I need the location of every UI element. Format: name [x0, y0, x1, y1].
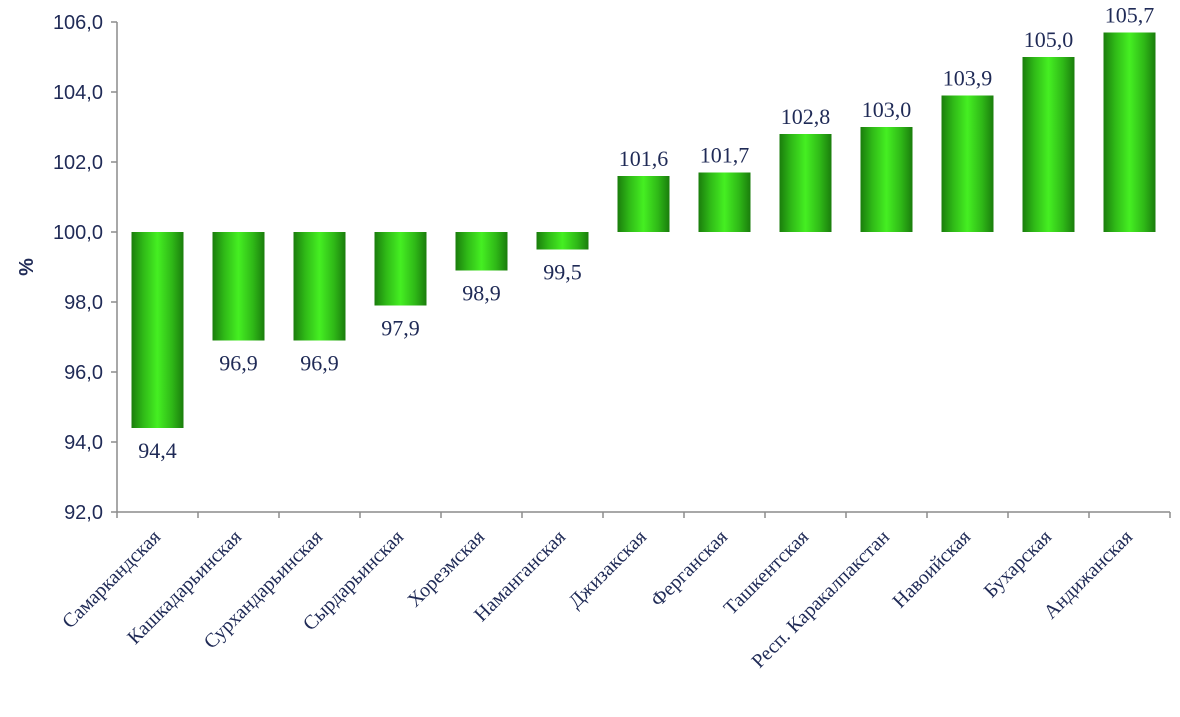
y-tick-label: 98,0	[64, 292, 103, 314]
category-labels: СамаркандскаяКашкадарьинскаяСурхандарьин…	[58, 526, 1137, 673]
category-label: Ферганская	[647, 526, 732, 611]
bar	[1103, 32, 1156, 232]
bar	[212, 232, 265, 341]
y-tick-label: 96,0	[64, 362, 103, 384]
category-label: Навоийская	[888, 526, 975, 613]
data-label: 101,6	[619, 146, 669, 171]
y-tick-label: 94,0	[64, 432, 103, 454]
category-label: Респ. Каракалпакстан	[747, 526, 894, 673]
bar	[374, 232, 427, 306]
data-label: 102,8	[781, 104, 831, 129]
data-label: 94,4	[138, 438, 177, 463]
y-tick-label: 102,0	[53, 152, 103, 174]
bar	[455, 232, 508, 271]
bar	[131, 232, 184, 428]
data-label: 101,7	[700, 143, 750, 168]
data-label: 105,0	[1024, 27, 1074, 52]
bar	[536, 232, 589, 250]
bars	[131, 32, 1156, 428]
bar	[1022, 57, 1075, 232]
category-label: Хорезмская	[404, 526, 490, 612]
data-label: 97,9	[381, 316, 420, 341]
data-label: 105,7	[1105, 3, 1155, 28]
data-label: 96,9	[219, 351, 258, 376]
data-label: 99,5	[543, 260, 582, 285]
y-axis: 92,0 94,0 96,0 98,0 100,0 102,0 104,0 106,0	[53, 12, 118, 524]
data-label: 96,9	[300, 351, 339, 376]
y-tick-label: 104,0	[53, 82, 103, 104]
bar	[617, 176, 670, 232]
category-label: Джизакская	[564, 526, 651, 613]
y-axis-label: %	[16, 258, 38, 276]
bar	[698, 172, 751, 232]
bar	[293, 232, 346, 341]
y-tick-label: 100,0	[53, 222, 103, 244]
bar	[779, 134, 832, 232]
category-label: Бухарская	[980, 526, 1056, 602]
data-label: 103,9	[943, 66, 993, 91]
bar	[860, 127, 913, 232]
data-label: 98,9	[462, 281, 501, 306]
x-axis	[116, 511, 1171, 518]
data-labels: 94,4 96,9 96,9 97,9 98,9 99,5 101,6 101,7 102,8 1…	[138, 3, 1154, 464]
y-tick-label: 92,0	[64, 502, 103, 524]
y-tick-label: 106,0	[53, 12, 103, 34]
data-label: 103,0	[862, 97, 912, 122]
bar	[941, 95, 994, 232]
